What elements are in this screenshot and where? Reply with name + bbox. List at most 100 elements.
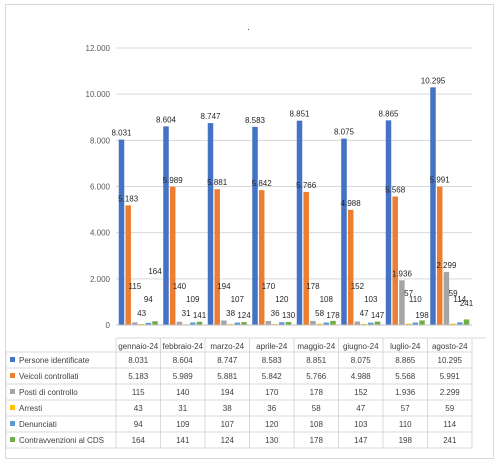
data-label: 141 bbox=[193, 311, 207, 320]
data-label: 59 bbox=[449, 289, 458, 298]
data-label: 47 bbox=[360, 309, 369, 318]
table-cell: 57 bbox=[401, 404, 410, 413]
bar bbox=[196, 321, 203, 325]
bar bbox=[419, 320, 425, 325]
y-tick-label: 10.000 bbox=[86, 90, 111, 99]
legend-swatch bbox=[10, 389, 15, 394]
table-cell: 38 bbox=[223, 404, 232, 413]
table-cell: 164 bbox=[132, 436, 146, 445]
table-cell: 58 bbox=[312, 404, 321, 413]
bar bbox=[323, 322, 330, 325]
data-label: 5.183 bbox=[118, 194, 139, 203]
data-label: 8.604 bbox=[156, 115, 177, 124]
bar bbox=[463, 319, 470, 325]
bar bbox=[285, 321, 292, 325]
data-label: 124 bbox=[237, 311, 251, 320]
data-label: 107 bbox=[231, 295, 245, 304]
table-cell: 2.299 bbox=[440, 388, 461, 397]
table-cell: 5.989 bbox=[173, 372, 194, 381]
table-cell: 5.991 bbox=[440, 372, 461, 381]
table-cell: 8.075 bbox=[351, 356, 372, 365]
legend-label: Persone identificate bbox=[19, 356, 90, 365]
data-label: 170 bbox=[262, 282, 276, 291]
bar bbox=[169, 186, 176, 325]
table-cell: 47 bbox=[356, 404, 365, 413]
data-label: 57 bbox=[404, 289, 413, 298]
legend-swatch bbox=[10, 421, 15, 426]
data-label: 10.295 bbox=[421, 76, 446, 85]
data-label: 110 bbox=[409, 295, 422, 304]
table-cell: 140 bbox=[176, 388, 190, 397]
data-label: 58 bbox=[315, 309, 324, 318]
data-label: 31 bbox=[182, 309, 191, 318]
data-label: 43 bbox=[137, 309, 146, 318]
bar bbox=[374, 321, 381, 325]
data-label: 4.988 bbox=[341, 199, 362, 208]
bar bbox=[207, 123, 214, 325]
legend-label: Veicoli controllati bbox=[19, 372, 79, 381]
data-label: 2.299 bbox=[436, 261, 457, 270]
bar bbox=[279, 322, 285, 325]
table-cell: 5.842 bbox=[262, 372, 283, 381]
table-cell: 115 bbox=[132, 388, 145, 397]
stray-mark: . bbox=[247, 22, 250, 33]
data-label: 1.936 bbox=[392, 269, 413, 278]
data-label: 5.842 bbox=[252, 179, 273, 188]
data-label: 5.881 bbox=[207, 178, 228, 187]
bar bbox=[152, 321, 158, 325]
bar bbox=[405, 323, 412, 325]
table-cell: 120 bbox=[265, 420, 279, 429]
data-label: 108 bbox=[320, 295, 334, 304]
data-label: 38 bbox=[226, 309, 235, 318]
data-label: 194 bbox=[217, 282, 231, 291]
table-cell: 8.747 bbox=[217, 356, 238, 365]
table-cell: 5.881 bbox=[217, 372, 238, 381]
table-cell: 36 bbox=[267, 404, 276, 413]
table-cell: 8.583 bbox=[262, 356, 283, 365]
x-tick-label: luglio-24 bbox=[390, 342, 421, 351]
bar bbox=[234, 322, 241, 325]
bar bbox=[176, 321, 183, 325]
table-cell: 103 bbox=[354, 420, 368, 429]
data-label: 8.865 bbox=[378, 109, 399, 118]
legend-label: Denunciati bbox=[19, 420, 57, 429]
data-label: 103 bbox=[364, 295, 378, 304]
legend-label: Posti di controllo bbox=[19, 388, 78, 397]
data-label: 5.766 bbox=[296, 181, 317, 190]
data-label: 5.991 bbox=[430, 176, 451, 185]
y-tick-label: 0 bbox=[106, 321, 111, 330]
x-tick-label: giugno-24 bbox=[343, 342, 379, 351]
bar bbox=[145, 322, 152, 325]
data-label: 94 bbox=[144, 295, 153, 304]
data-label: 8.075 bbox=[334, 128, 355, 137]
legend-swatch bbox=[10, 373, 15, 378]
table-cell: 5.183 bbox=[128, 372, 149, 381]
bar bbox=[368, 322, 374, 325]
table-cell: 1.936 bbox=[395, 388, 416, 397]
legend-label: Contravvenzioni al CDS bbox=[19, 436, 104, 445]
chart-frame bbox=[5, 4, 494, 459]
bar bbox=[132, 322, 138, 325]
table-cell: 10.295 bbox=[438, 356, 463, 365]
data-label: 178 bbox=[326, 311, 340, 320]
legend-label: Arresti bbox=[19, 404, 42, 413]
table-cell: 5.568 bbox=[395, 372, 416, 381]
data-label: 130 bbox=[282, 311, 296, 320]
table-cell: 107 bbox=[221, 420, 235, 429]
table-cell: 5.766 bbox=[306, 372, 327, 381]
bar bbox=[430, 87, 436, 325]
table-cell: 178 bbox=[310, 388, 324, 397]
bar bbox=[316, 323, 323, 325]
data-label: 8.851 bbox=[289, 110, 310, 119]
bar bbox=[361, 323, 367, 325]
bar bbox=[385, 120, 392, 326]
data-label: 241 bbox=[460, 299, 474, 308]
y-tick-label: 4.000 bbox=[90, 229, 111, 238]
legend-swatch bbox=[10, 357, 15, 362]
table-cell: 8.865 bbox=[395, 356, 416, 365]
y-tick-label: 2.000 bbox=[90, 275, 111, 284]
y-tick-label: 6.000 bbox=[90, 183, 111, 192]
bar bbox=[221, 320, 227, 325]
bar bbox=[118, 139, 125, 325]
